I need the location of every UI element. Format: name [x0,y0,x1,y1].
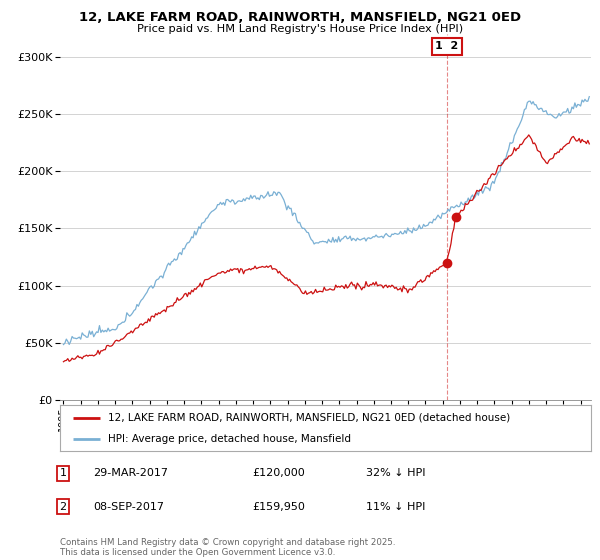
Text: £159,950: £159,950 [252,502,305,512]
Text: Contains HM Land Registry data © Crown copyright and database right 2025.
This d: Contains HM Land Registry data © Crown c… [60,538,395,557]
Text: 1  2: 1 2 [436,41,458,52]
Text: Price paid vs. HM Land Registry's House Price Index (HPI): Price paid vs. HM Land Registry's House … [137,24,463,34]
Text: £120,000: £120,000 [252,468,305,478]
Text: 29-MAR-2017: 29-MAR-2017 [93,468,168,478]
Text: 08-SEP-2017: 08-SEP-2017 [93,502,164,512]
Text: 2: 2 [59,502,67,512]
Text: 11% ↓ HPI: 11% ↓ HPI [366,502,425,512]
Text: 12, LAKE FARM ROAD, RAINWORTH, MANSFIELD, NG21 0ED: 12, LAKE FARM ROAD, RAINWORTH, MANSFIELD… [79,11,521,24]
Text: HPI: Average price, detached house, Mansfield: HPI: Average price, detached house, Mans… [108,435,351,444]
Text: 12, LAKE FARM ROAD, RAINWORTH, MANSFIELD, NG21 0ED (detached house): 12, LAKE FARM ROAD, RAINWORTH, MANSFIELD… [108,413,510,423]
Text: 32% ↓ HPI: 32% ↓ HPI [366,468,425,478]
Text: 1: 1 [59,468,67,478]
